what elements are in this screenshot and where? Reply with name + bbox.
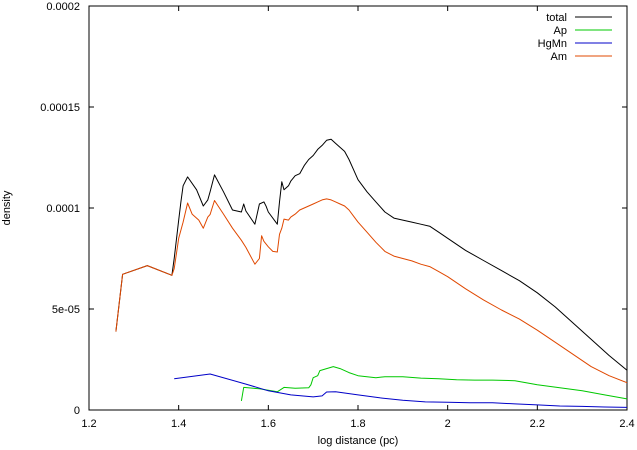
- series-line-ap: [240, 366, 628, 401]
- axis-ticks: 1.2 1.4 1.6 1.8 2 2.2 2.4 0 5e-05 0.0001 0.00015 0.…: [40, 1, 634, 430]
- series-line-am: [115, 198, 628, 384]
- y-tick-label: 5e-05: [52, 304, 80, 316]
- legend-label-ap: Ap: [554, 25, 567, 37]
- y-tick-label: 0: [74, 405, 80, 417]
- series-line-hgmn: [174, 373, 628, 408]
- legend-label-total: total: [546, 12, 567, 24]
- x-tick-label: 1.6: [261, 418, 276, 430]
- x-tick-label: 2: [445, 418, 451, 430]
- series-line-total: [115, 138, 628, 371]
- x-tick-label: 1.8: [350, 418, 365, 430]
- legend-label-hgmn: HgMn: [538, 38, 567, 50]
- x-tick-label: 2.2: [530, 418, 545, 430]
- legend-label-am: Am: [551, 51, 568, 63]
- x-tick-label: 2.4: [619, 418, 634, 430]
- series-lines: [115, 138, 628, 408]
- x-tick-label: 1.2: [81, 418, 96, 430]
- y-tick-label: 0.00015: [40, 102, 80, 114]
- x-tick-label: 1.4: [171, 418, 186, 430]
- y-axis-label: density: [1, 190, 13, 225]
- x-axis-label: log distance (pc): [318, 435, 399, 447]
- y-tick-label: 0.0002: [46, 1, 80, 13]
- y-tick-label: 0.0001: [46, 203, 80, 215]
